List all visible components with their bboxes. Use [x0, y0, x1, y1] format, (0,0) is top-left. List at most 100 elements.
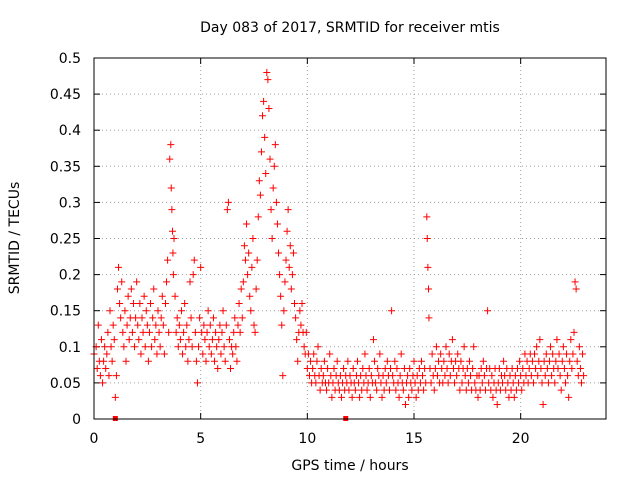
- data-point: [159, 321, 167, 329]
- data-point: [137, 350, 145, 358]
- data-point: [294, 357, 302, 365]
- y-tick-label: 0.35: [50, 159, 81, 175]
- data-point: [163, 278, 171, 286]
- data-point: [211, 357, 219, 365]
- data-point: [425, 314, 433, 322]
- data-point: [580, 372, 588, 380]
- data-point: [471, 379, 479, 387]
- data-point: [195, 343, 203, 351]
- y-tick-label: 0.1: [59, 340, 81, 356]
- data-point: [193, 379, 201, 387]
- data-point: [143, 321, 151, 329]
- data-point: [192, 357, 200, 365]
- data-point: [408, 386, 416, 394]
- data-point: [289, 249, 297, 257]
- data-point: [319, 372, 327, 380]
- data-point: [291, 299, 299, 307]
- data-point: [320, 357, 328, 365]
- data-point: [115, 263, 123, 271]
- data-point: [430, 386, 438, 394]
- data-point: [216, 321, 224, 329]
- data-point: [397, 350, 405, 358]
- data-point: [158, 292, 166, 300]
- data-point: [119, 328, 127, 336]
- data-point: [553, 336, 561, 344]
- data-point: [156, 343, 164, 351]
- data-point: [267, 206, 275, 214]
- data-point: [552, 357, 560, 365]
- data-point: [147, 299, 155, 307]
- data-point: [238, 314, 246, 322]
- data-point: [297, 321, 305, 329]
- y-tick-label: 0.5: [59, 51, 81, 67]
- data-point: [527, 372, 535, 380]
- data-point: [442, 343, 450, 351]
- plot-frame: [93, 57, 607, 420]
- data-point: [382, 379, 390, 387]
- data-point: [568, 364, 576, 372]
- data-point: [560, 364, 568, 372]
- data-point: [190, 256, 198, 264]
- data-point: [108, 357, 116, 365]
- data-point: [136, 299, 144, 307]
- data-point: [479, 357, 487, 365]
- data-point: [467, 372, 475, 380]
- data-point: [536, 336, 544, 344]
- data-point: [161, 299, 169, 307]
- y-tick-label: 0: [72, 412, 81, 428]
- x-tick-labels: 0 5 10 15 20: [90, 431, 530, 447]
- y-tick-label: 0.05: [50, 376, 81, 392]
- data-point: [432, 343, 440, 351]
- data-point: [160, 350, 168, 358]
- data-point: [219, 307, 227, 315]
- y-tick-label: 0.4: [59, 123, 81, 139]
- data-point: [96, 372, 104, 380]
- data-point: [249, 235, 257, 242]
- data-point: [166, 155, 174, 163]
- data-point: [177, 307, 185, 315]
- data-point: [533, 343, 541, 351]
- data-point: [150, 285, 158, 293]
- data-point: [287, 285, 295, 293]
- data-point: [252, 285, 260, 293]
- data-point: [123, 321, 131, 329]
- data-point: [484, 307, 492, 315]
- data-point: [196, 314, 204, 322]
- data-point: [201, 336, 209, 344]
- data-point: [542, 350, 550, 358]
- data-point: [330, 364, 338, 372]
- data-point: [425, 285, 433, 293]
- data-point: [222, 321, 230, 329]
- data-point: [246, 292, 254, 300]
- data-point: [121, 307, 129, 315]
- data-point: [465, 357, 473, 365]
- data-point: [230, 328, 238, 336]
- data-point: [127, 285, 135, 293]
- data-point: [328, 393, 336, 401]
- data-point: [112, 372, 120, 380]
- data-point: [248, 263, 256, 271]
- data-point: [105, 372, 113, 380]
- data-point: [269, 184, 277, 192]
- data-point: [124, 292, 132, 300]
- data-point: [541, 372, 549, 380]
- data-point: [458, 379, 466, 387]
- data-point: [164, 256, 172, 264]
- data-point: [344, 357, 352, 365]
- data-point: [316, 386, 324, 394]
- data-point: [262, 170, 270, 178]
- data-point: [538, 379, 546, 387]
- data-point: [157, 314, 165, 322]
- data-point: [353, 357, 361, 365]
- grid-lines: [94, 58, 606, 419]
- data-point: [446, 372, 454, 380]
- data-point: [565, 393, 573, 401]
- data-point: [237, 285, 245, 293]
- data-point: [337, 393, 345, 401]
- data-point: [575, 343, 583, 351]
- data-point: [417, 357, 425, 365]
- data-point: [197, 263, 205, 271]
- data-point: [296, 307, 304, 315]
- data-point: [480, 372, 488, 380]
- data-point: [464, 379, 472, 387]
